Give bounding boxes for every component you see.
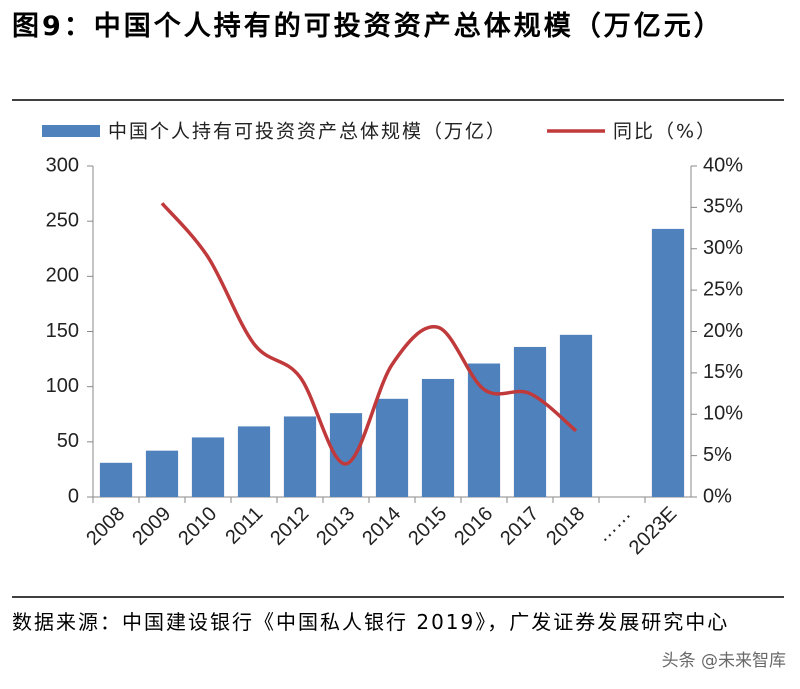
legend-label: 同比（%） — [613, 121, 717, 143]
x-tick-label: 2008 — [82, 503, 129, 550]
x-tick-label: 2018 — [542, 503, 589, 550]
y2-tick-label: 25% — [703, 278, 743, 300]
x-tick-label: 2011 — [221, 503, 267, 549]
y-tick-label: 300 — [46, 154, 79, 176]
y-tick-label: 0 — [68, 485, 79, 507]
bar — [559, 334, 593, 497]
bar — [145, 450, 179, 497]
y-tick-label: 150 — [46, 320, 79, 342]
bar — [237, 426, 271, 497]
y2-tick-label: 35% — [703, 196, 743, 218]
bar — [375, 398, 409, 497]
x-tick-label: 2010 — [174, 503, 221, 550]
bar — [191, 437, 225, 497]
y2-tick-label: 40% — [703, 154, 743, 176]
bar — [421, 378, 455, 497]
x-tick-label: 2015 — [404, 503, 451, 550]
bar — [467, 363, 501, 497]
source: 数据来源：中国建设银行《中国私人银行 2019》，广发证券发展研究中心 — [12, 610, 730, 634]
y2-tick-label: 30% — [703, 237, 743, 259]
y-tick-label: 200 — [46, 265, 79, 287]
x-tick-label: 2017 — [496, 503, 543, 550]
bar — [513, 346, 547, 497]
x-tick-label: 2012 — [266, 503, 313, 550]
bar — [283, 416, 317, 497]
bar — [651, 228, 685, 497]
chart-title: 图9：中国个人持有的可投资资产总体规模（万亿元） — [12, 11, 724, 42]
x-tick-label: 2023E — [625, 503, 681, 559]
x-tick-label: 2016 — [450, 503, 497, 550]
y2-tick-label: 20% — [703, 320, 743, 342]
x-tick-label: 2014 — [358, 503, 405, 550]
y-tick-label: 50 — [57, 430, 79, 452]
x-tick-label: 2013 — [312, 503, 359, 550]
bar — [99, 462, 133, 497]
y2-tick-label: 0% — [703, 485, 732, 507]
line — [160, 202, 578, 466]
legend-swatch — [42, 125, 100, 137]
y-tick-label: 250 — [46, 209, 79, 231]
legend-label: 中国个人持有可投资资产总体规模（万亿） — [108, 121, 507, 143]
y-tick-label: 100 — [46, 375, 79, 397]
y2-tick-label: 15% — [703, 361, 743, 383]
x-tick-label: 2009 — [128, 503, 175, 550]
watermark: 头条 @未来智库 — [661, 651, 786, 671]
y2-tick-label: 5% — [703, 444, 732, 466]
y2-tick-label: 10% — [703, 403, 743, 425]
